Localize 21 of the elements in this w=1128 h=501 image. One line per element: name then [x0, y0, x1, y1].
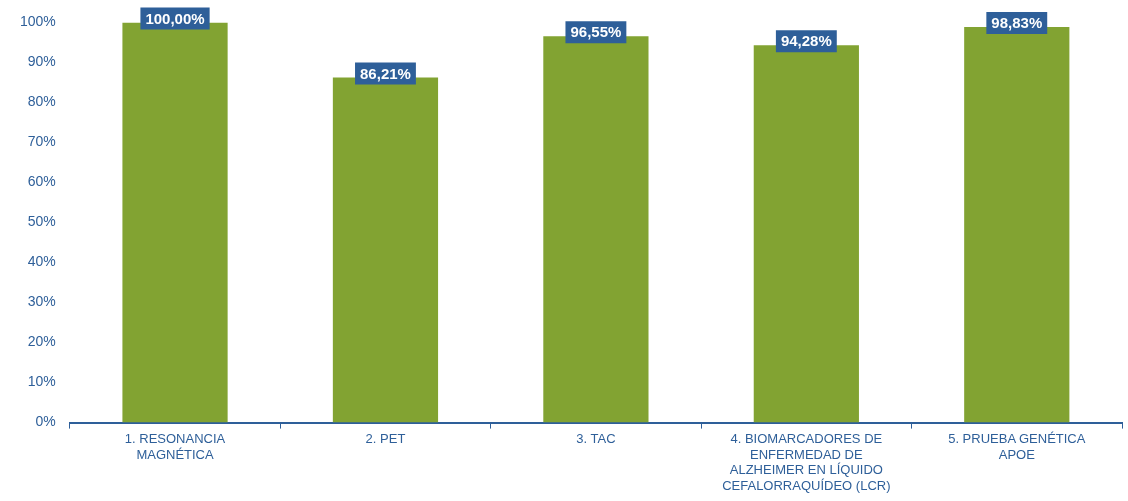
x-tick-label: 4. BIOMARCADORES DE ENFERMEDAD DE ALZHEIMER EN LÍQUIDO CEFALORRAQUÍDEO (LCR)	[722, 430, 891, 493]
y-tick-label: 100%	[19, 13, 56, 30]
y-tick-label: 70%	[27, 133, 56, 150]
x-tick-label: 5. PRUEBA GENÉTICA APOE	[948, 430, 1086, 462]
data-label: 94,28%	[780, 32, 832, 50]
y-tick-label: 50%	[27, 213, 56, 230]
y-tick-label: 30%	[27, 293, 56, 310]
y-tick-label: 80%	[27, 93, 56, 110]
data-label: 98,83%	[991, 14, 1043, 32]
y-tick-label: 90%	[27, 53, 56, 70]
y-tick-label: 20%	[27, 333, 56, 350]
y-tick-label: 0%	[35, 413, 56, 430]
x-tick-label: 2. PET	[365, 430, 406, 446]
y-tick-label: 10%	[27, 373, 56, 390]
x-tick-label: 3. TAC	[576, 430, 616, 446]
data-label: 100,00%	[145, 9, 205, 27]
y-tick-label: 60%	[27, 173, 56, 190]
data-label: 86,21%	[360, 64, 411, 82]
data-label: 96,55%	[570, 23, 622, 41]
y-tick-label: 40%	[27, 253, 56, 270]
x-tick-label: 1. RESONANCIA MAGNÉTICA	[124, 430, 226, 462]
